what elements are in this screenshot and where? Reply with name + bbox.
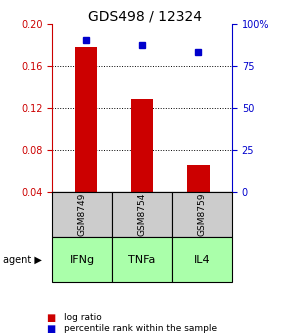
Text: GSM8749: GSM8749	[78, 193, 87, 236]
Text: ■: ■	[46, 324, 56, 334]
Text: IL4: IL4	[194, 255, 210, 264]
Text: percentile rank within the sample: percentile rank within the sample	[64, 324, 217, 333]
Bar	[187, 165, 210, 192]
Bar	[131, 99, 153, 192]
Text: agent ▶: agent ▶	[3, 255, 42, 264]
Text: GSM8754: GSM8754	[137, 193, 147, 236]
Text: GDS498 / 12324: GDS498 / 12324	[88, 9, 202, 24]
Text: TNFa: TNFa	[128, 255, 156, 264]
Text: IFNg: IFNg	[70, 255, 95, 264]
Bar	[75, 47, 97, 192]
Text: GSM8759: GSM8759	[197, 193, 206, 236]
Text: log ratio: log ratio	[64, 313, 102, 322]
Text: ■: ■	[46, 312, 56, 323]
